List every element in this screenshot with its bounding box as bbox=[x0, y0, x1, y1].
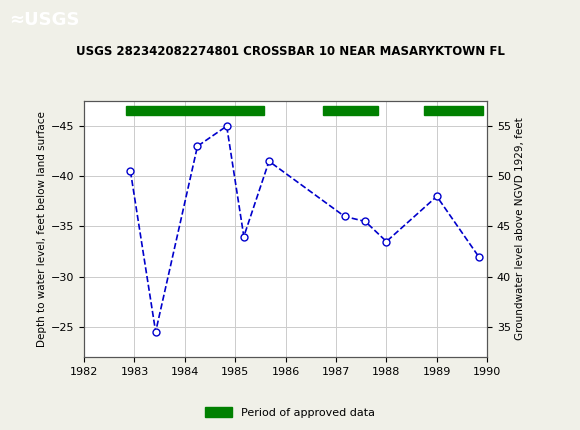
Text: USGS 282342082274801 CROSSBAR 10 NEAR MASARYKTOWN FL: USGS 282342082274801 CROSSBAR 10 NEAR MA… bbox=[75, 45, 505, 58]
Bar bbox=[126, 106, 264, 115]
Bar bbox=[424, 106, 483, 115]
Legend: Period of approved data: Period of approved data bbox=[200, 403, 380, 422]
Text: ≈USGS: ≈USGS bbox=[9, 12, 79, 29]
Y-axis label: Groundwater level above NGVD 1929, feet: Groundwater level above NGVD 1929, feet bbox=[515, 117, 525, 341]
Y-axis label: Depth to water level, feet below land surface: Depth to water level, feet below land su… bbox=[37, 111, 47, 347]
Bar bbox=[324, 106, 378, 115]
